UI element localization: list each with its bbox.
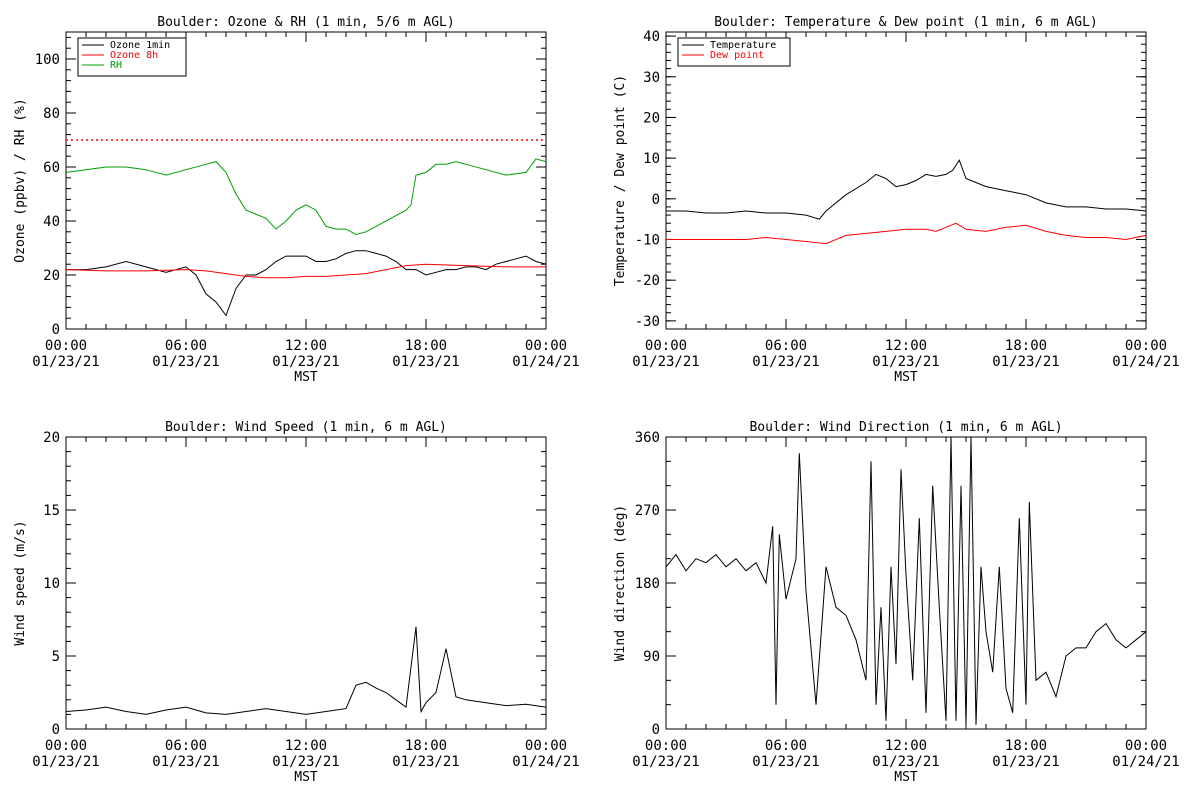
x-tick-date: 01/23/21 [872, 354, 939, 370]
x-tick-time: 12:00 [885, 738, 927, 754]
y-tick-label: 0 [652, 192, 660, 208]
plot-frame [665, 31, 1147, 330]
x-axis-label: MST [894, 770, 918, 785]
x-tick-time: 00:00 [525, 338, 567, 354]
legend-label: RH [110, 60, 122, 71]
x-tick-date: 01/23/21 [752, 754, 819, 770]
chart-title: Boulder: Temperature & Dew point (1 min,… [714, 15, 1098, 30]
x-tick-time: 00:00 [1125, 338, 1167, 354]
y-tick-label: 40 [43, 214, 60, 230]
y-tick-label: 0 [52, 722, 60, 738]
y-tick-label: 80 [43, 106, 60, 122]
legend-label: Dew point [710, 50, 764, 61]
x-tick-time: 00:00 [1125, 738, 1167, 754]
plot-frame [65, 31, 547, 330]
x-tick-time: 18:00 [1005, 338, 1047, 354]
y-tick-label: 5 [52, 649, 60, 665]
x-tick-time: 18:00 [1005, 738, 1047, 754]
y-axis-label: Wind direction (deg) [613, 505, 628, 662]
y-tick-label: 90 [643, 649, 660, 665]
x-tick-time: 06:00 [165, 738, 207, 754]
x-tick-date: 01/24/21 [1112, 354, 1179, 370]
chart-title: Boulder: Wind Direction (1 min, 6 m AGL) [749, 420, 1062, 435]
x-tick-time: 12:00 [285, 738, 327, 754]
y-tick-label: 20 [43, 430, 60, 446]
series-line-series-1 [666, 437, 1146, 725]
series-line-ozone-8h [66, 263, 546, 279]
x-tick-date: 01/23/21 [992, 354, 1059, 370]
x-axis-label: MST [294, 770, 318, 785]
x-tick-time: 12:00 [885, 338, 927, 354]
x-tick-date: 01/24/21 [512, 754, 579, 770]
y-tick-label: 0 [52, 322, 60, 338]
x-axis-label: MST [894, 370, 918, 385]
x-tick-date: 01/23/21 [152, 754, 219, 770]
x-tick-date: 01/23/21 [872, 754, 939, 770]
x-tick-date: 01/23/21 [392, 754, 459, 770]
y-tick-label: 10 [643, 151, 660, 167]
x-tick-date: 01/24/21 [1112, 754, 1179, 770]
legend-box [77, 37, 187, 77]
x-tick-time: 00:00 [45, 338, 87, 354]
x-tick-time: 18:00 [405, 338, 447, 354]
series-line-ozone-1min [66, 250, 546, 317]
y-tick-label: 30 [643, 70, 660, 86]
x-tick-date: 01/23/21 [152, 354, 219, 370]
x-tick-time: 12:00 [285, 338, 327, 354]
legend-label: Ozone 1min [110, 40, 170, 51]
y-tick-label: 15 [43, 503, 60, 519]
y-tick-label: 40 [643, 29, 660, 45]
chart-title: Boulder: Wind Speed (1 min, 6 m AGL) [165, 420, 447, 435]
x-tick-time: 00:00 [525, 738, 567, 754]
y-tick-label: -20 [635, 273, 660, 289]
series-line-temperature [666, 159, 1146, 220]
x-tick-date: 01/23/21 [752, 354, 819, 370]
legend-label: Temperature [710, 40, 776, 51]
x-tick-date: 01/23/21 [632, 354, 699, 370]
y-axis-label: Temperature / Dew point (C) [613, 75, 628, 286]
series-line-rh [66, 158, 546, 236]
x-tick-time: 06:00 [765, 338, 807, 354]
y-tick-label: 360 [635, 430, 660, 446]
chart-panel-3: Boulder: Wind Speed (1 min, 6 m AGL) 0 5 10… [13, 420, 580, 785]
y-axis-label: Wind speed (m/s) [13, 520, 28, 645]
x-axis-label: MST [294, 370, 318, 385]
x-tick-date: 01/23/21 [632, 754, 699, 770]
chart-panel-1: Boulder: Ozone & RH (1 min, 5/6 m AGL) 0 2… [13, 15, 580, 385]
x-tick-time: 06:00 [165, 338, 207, 354]
legend-label: Ozone 8h [110, 50, 158, 61]
y-tick-label: 10 [43, 576, 60, 592]
x-tick-date: 01/23/21 [32, 754, 99, 770]
x-tick-date: 01/24/21 [512, 354, 579, 370]
chart-title: Boulder: Ozone & RH (1 min, 5/6 m AGL) [157, 15, 454, 30]
y-tick-label: -10 [635, 232, 660, 248]
x-tick-time: 06:00 [765, 738, 807, 754]
y-tick-label: 0 [652, 722, 660, 738]
y-tick-label: 20 [43, 268, 60, 284]
x-tick-time: 00:00 [645, 738, 687, 754]
y-axis-label: Ozone (ppbv) / RH (%) [13, 98, 28, 262]
x-tick-date: 01/23/21 [272, 754, 339, 770]
x-tick-date: 01/23/21 [392, 354, 459, 370]
x-tick-date: 01/23/21 [992, 754, 1059, 770]
y-tick-label: -30 [635, 314, 660, 330]
plot-frame [65, 436, 547, 730]
y-tick-label: 180 [635, 576, 660, 592]
x-tick-time: 00:00 [645, 338, 687, 354]
y-tick-label: 60 [43, 160, 60, 176]
x-tick-time: 00:00 [45, 738, 87, 754]
legend-box [677, 37, 791, 67]
x-tick-time: 18:00 [405, 738, 447, 754]
x-tick-date: 01/23/21 [32, 354, 99, 370]
chart-panel-2: Boulder: Temperature & Dew point (1 min,… [613, 15, 1180, 385]
y-tick-label: 100 [35, 52, 60, 68]
y-tick-label: 20 [643, 110, 660, 126]
plot-frame [665, 436, 1147, 730]
y-tick-label: 270 [635, 503, 660, 519]
chart-panel-4: Boulder: Wind Direction (1 min, 6 m AGL)… [613, 420, 1180, 785]
x-tick-date: 01/23/21 [272, 354, 339, 370]
series-line-dew-point [666, 222, 1146, 245]
series-line-series-1 [66, 626, 546, 715]
